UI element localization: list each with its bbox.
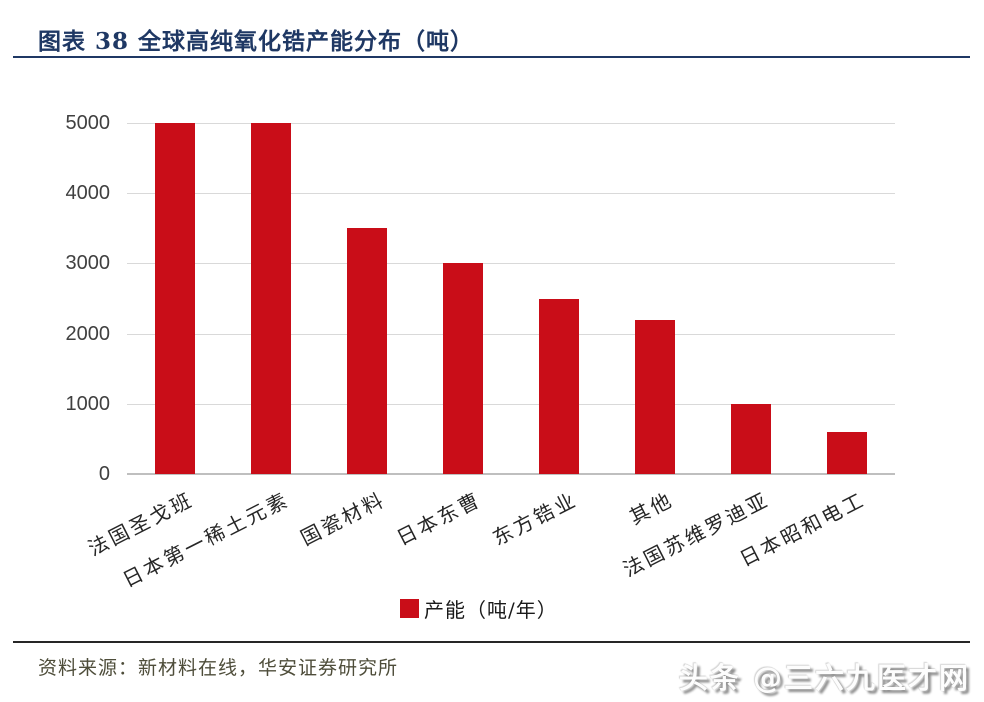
- y-axis-tick-label: 3000: [65, 252, 111, 275]
- bar: [827, 431, 867, 474]
- bar: [731, 403, 771, 474]
- bar: [251, 123, 291, 474]
- footer-divider: [13, 641, 970, 643]
- bar: [635, 319, 675, 474]
- chart-legend: 产能（吨/年）: [400, 594, 558, 623]
- x-axis-line: [127, 473, 895, 475]
- legend-label: 产能（吨/年）: [424, 598, 558, 622]
- gridline: [127, 403, 895, 405]
- y-axis-tick-label: 2000: [65, 322, 111, 345]
- gridline: [127, 333, 895, 335]
- y-axis-tick-label: 0: [98, 463, 110, 485]
- x-axis-label: 其他: [625, 487, 678, 530]
- x-axis-label: 东方锆业: [488, 487, 582, 551]
- gridline: [127, 193, 895, 195]
- legend-swatch-icon: [400, 599, 419, 618]
- source-note: 资料来源：新材料在线，华安证券研究所: [38, 657, 399, 679]
- figure-title: 图表 38 全球高纯氧化锆产能分布（吨）: [38, 28, 475, 55]
- x-axis-label: 日本东曹: [392, 487, 486, 551]
- gridline: [127, 263, 895, 265]
- x-axis-label: 日本第一稀土元素: [118, 487, 294, 593]
- bar: [155, 123, 195, 474]
- y-axis-tick-label: 4000: [65, 182, 111, 205]
- title-underline: [13, 56, 970, 58]
- bar: [539, 298, 579, 474]
- gridline: [127, 123, 895, 124]
- y-axis-tick-label: 1000: [65, 392, 111, 415]
- y-axis-tick-label: 5000: [65, 112, 111, 134]
- bar: [443, 263, 483, 474]
- watermark: 头条 @三六九医才网: [678, 661, 970, 695]
- bar: [347, 228, 387, 474]
- x-axis-label: 国瓷材料: [296, 487, 390, 551]
